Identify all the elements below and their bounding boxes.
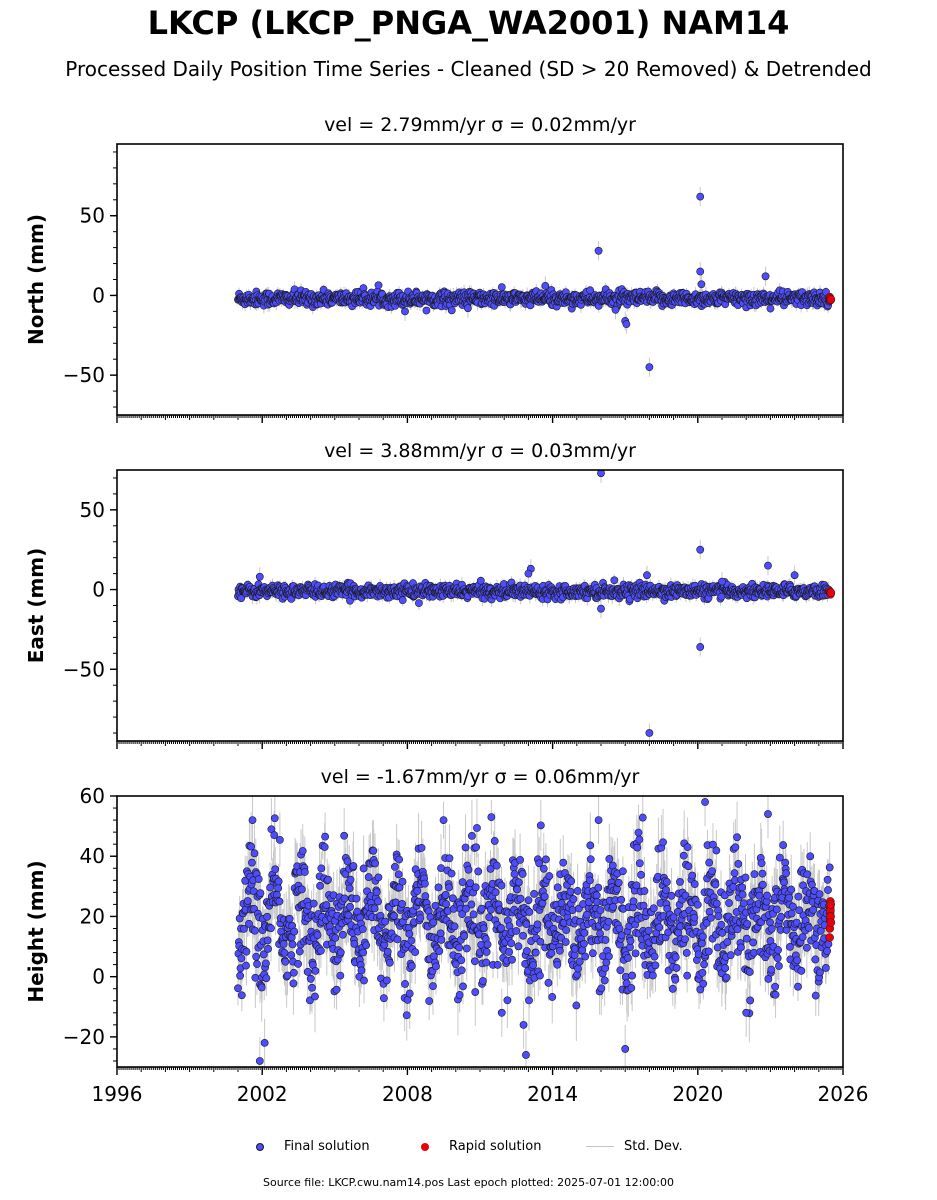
panel-north: vel = 2.79mm/yr σ = 0.02mm/yr North (mm)−…: [24, 114, 844, 423]
y-tick-label: 50: [80, 498, 105, 522]
final-solution-point: [622, 320, 631, 329]
final-solution-point: [401, 307, 409, 316]
rapid-solution-points: [825, 292, 836, 305]
final-solution-point: [374, 281, 383, 290]
final-solution-point: [524, 569, 533, 578]
final-solution-point: [463, 304, 472, 313]
figure-title: LKCP (LKCP_PNGA_WA2001) NAM14: [147, 4, 790, 42]
final-solution-point: [594, 246, 603, 255]
final-solution-point: [696, 192, 705, 201]
final-solution-point: [476, 576, 485, 585]
final-solution-point: [643, 571, 651, 580]
panel-east: vel = 3.88mm/yr σ = 0.03mm/yr East (mm) −5…: [24, 440, 844, 749]
final-solution-point: [697, 280, 706, 289]
rapid-solution-point: [826, 295, 836, 304]
final-solution-point: [718, 577, 726, 586]
final-solution-point: [497, 283, 506, 292]
final-solution-point: [696, 643, 705, 651]
y-tick-label: 0: [92, 578, 105, 602]
final-solution-point: [414, 599, 423, 608]
std-dev-bars: [237, 470, 831, 741]
final-solution-point: [447, 306, 456, 315]
final-solution-points: [234, 192, 834, 372]
final-solution-point: [696, 267, 705, 276]
final-solution-point: [597, 604, 605, 613]
final-solution-point: [398, 596, 407, 605]
final-solution-point: [645, 363, 654, 372]
final-solution-point: [645, 729, 654, 737]
panel-title: vel = 2.79mm/yr σ = 0.02mm/yr: [324, 114, 636, 136]
rapid-solution-points: [825, 586, 836, 599]
data-layer: [234, 187, 836, 377]
plot-frame: [116, 143, 844, 416]
final-solution-point: [255, 572, 264, 581]
final-solution-point: [761, 272, 770, 281]
final-solution-point: [790, 571, 799, 580]
figure-subtitle: Processed Daily Position Time Series - C…: [65, 57, 872, 81]
y-tick-label: 50: [80, 204, 105, 228]
final-solution-point: [541, 281, 550, 290]
final-solution-point: [422, 306, 431, 315]
final-solution-point: [610, 576, 619, 585]
final-solution-point: [766, 304, 775, 313]
final-solution-point: [597, 470, 605, 478]
y-tick-label: −50: [63, 657, 105, 681]
y-axis-label: East (mm): [24, 548, 48, 664]
rapid-solution-point: [826, 588, 836, 597]
y-tick-label: −50: [63, 363, 105, 387]
final-solution-point: [696, 545, 705, 554]
final-solution-points: [234, 470, 834, 737]
y-tick-label: 0: [92, 283, 105, 307]
panel-title: vel = 3.88mm/yr σ = 0.03mm/yr: [324, 440, 636, 462]
plot-frame: [116, 469, 844, 742]
final-solution-point: [611, 305, 620, 314]
final-solution-point: [586, 286, 595, 295]
std-dev-bars: [237, 187, 831, 377]
final-solution-point: [764, 561, 772, 570]
y-axis-label: North (mm): [24, 214, 48, 345]
data-layer: [234, 470, 836, 741]
